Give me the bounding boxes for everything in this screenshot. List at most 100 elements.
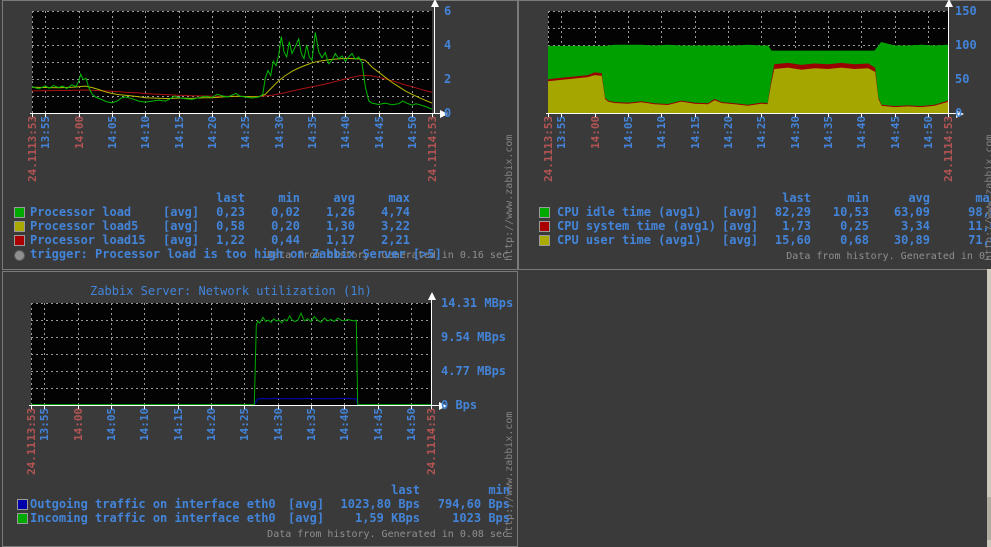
x-tick-mark: [79, 114, 80, 117]
legend-swatch: [17, 499, 28, 510]
legend-value: 71,6: [968, 233, 991, 247]
x-tick-label: 13:53: [25, 407, 38, 441]
x-tick-mark: [244, 406, 245, 409]
x-axis-arrow-icon: [956, 110, 964, 118]
legend-value: 1,30: [326, 219, 355, 233]
legend-swatch: [539, 207, 550, 218]
x-tick-mark: [761, 114, 762, 117]
legend-value: 1,17: [326, 233, 355, 247]
trigger-label[interactable]: trigger: Processor load is too high on Z…: [30, 247, 442, 261]
panel-processor-load: Data from history. Generated in 0.16 sec…: [2, 0, 518, 270]
legend-function: [avg]: [163, 205, 200, 219]
legend-value: 82,29: [774, 205, 811, 219]
y-tick-label: 50: [955, 72, 970, 86]
legend-value: 15,60: [774, 233, 811, 247]
legend-label: Processor load5: [30, 219, 139, 233]
x-axis-arrow-icon: [440, 110, 448, 118]
x-tick-mark: [411, 406, 412, 409]
cpu-utilization-plot[interactable]: [547, 11, 949, 114]
x-tick-mark: [278, 406, 279, 409]
x-tick-label: 13:55: [38, 407, 52, 441]
x-tick-label: 14:15: [171, 407, 185, 441]
legend-value: 98,6: [968, 205, 991, 219]
x-tick-label: 14:05: [622, 115, 635, 149]
x-date-label: 24.11: [542, 148, 555, 182]
legend-value: 63,09: [893, 205, 930, 219]
legend-value: 1023 Bps: [452, 511, 510, 525]
legend-value: 794,60 Bps: [437, 497, 510, 511]
x-date-label: 24.11: [26, 148, 39, 182]
x-tick-label: 14:35: [305, 407, 318, 441]
network-utilization-chart: [31, 303, 431, 406]
x-tick-label: 14:20: [205, 407, 218, 441]
legend-value: 3,22: [381, 219, 410, 233]
legend-value: 3,34: [901, 219, 930, 233]
x-tick-mark: [948, 114, 949, 117]
legend-swatch: [14, 221, 25, 232]
x-axis-arrow-icon: [439, 402, 447, 410]
y-tick-label: 6: [444, 4, 452, 18]
legend-value: 0,44: [271, 233, 300, 247]
legend-label: Incoming traffic on interface eth0: [30, 511, 276, 525]
legend-function: [avg]: [288, 511, 325, 525]
x-tick-label: 14:35: [306, 115, 319, 149]
x-tick-label: 14:10: [138, 407, 152, 441]
network-utilization-plot[interactable]: [31, 303, 431, 406]
browser-scrollbar[interactable]: [987, 269, 991, 547]
x-tick-mark: [44, 406, 45, 409]
legend-function: [avg]: [163, 233, 200, 247]
x-tick-label: 14:30: [272, 115, 286, 149]
x-tick-label: 13:53: [542, 115, 555, 149]
zabbix-watermark: http://www.zabbix.com: [504, 134, 515, 261]
processor-load-chart: [31, 11, 433, 113]
legend-header: min: [278, 191, 300, 205]
y-tick-label: 0 Bps: [441, 398, 478, 412]
legend-value: 1,59 KBps: [354, 511, 420, 525]
x-tick-label: 13:55: [555, 115, 569, 149]
scrollbar-thumb[interactable]: [987, 497, 991, 540]
x-tick-mark: [548, 114, 549, 117]
x-tick-label: 14:53: [426, 115, 439, 149]
generation-footer: Data from history. Generated in 0.1: [786, 251, 991, 262]
generation-footer: Data from history. Generated in 0.08 sec: [267, 529, 508, 540]
x-tick-mark: [378, 406, 379, 409]
legend-swatch: [539, 235, 550, 246]
x-tick-mark: [78, 406, 79, 409]
legend-value: 0,02: [271, 205, 300, 219]
legend-swatch: [14, 235, 25, 246]
x-tick-label: 14:45: [371, 407, 385, 441]
x-tick-mark: [179, 114, 180, 117]
x-tick-label: 14:45: [888, 115, 902, 149]
y-tick-label: 9.54 MBps: [441, 330, 507, 344]
x-tick-mark: [661, 114, 662, 117]
legend-header: last: [216, 191, 245, 205]
x-axis: [546, 113, 956, 114]
processor-load-plot[interactable]: [31, 11, 433, 113]
y-tick-label: 0: [444, 106, 452, 120]
y-axis: [431, 299, 432, 406]
y-tick-label: 14.31 MBps: [441, 296, 514, 310]
legend-header: min: [488, 483, 510, 497]
legend-header: avg: [333, 191, 355, 205]
x-tick-mark: [111, 406, 112, 409]
y-tick-label: 4.77 MBps: [441, 364, 507, 378]
x-tick-mark: [345, 114, 346, 117]
x-tick-label: 14:25: [239, 115, 253, 149]
x-tick-mark: [312, 114, 313, 117]
y-axis-arrow-icon: [945, 0, 953, 7]
x-tick-mark: [145, 114, 146, 117]
legend-label: CPU idle time (avg1): [557, 205, 702, 219]
legend-label: CPU user time (avg1): [557, 233, 702, 247]
y-tick-label: 0: [955, 106, 963, 120]
legend-function: [avg]: [163, 219, 200, 233]
x-tick-label: 14:00: [588, 115, 602, 149]
legend-value: 1023,80 Bps: [340, 497, 420, 511]
x-tick-label: 14:05: [105, 407, 118, 441]
x-tick-label: 14:53: [425, 407, 438, 441]
panel-cpu-utilization: Data from history. Generated in 0.1 http…: [518, 0, 991, 270]
legend-swatch: [17, 513, 28, 524]
x-tick-mark: [628, 114, 629, 117]
x-tick-label: 14:05: [106, 115, 119, 149]
x-tick-mark: [431, 406, 432, 409]
